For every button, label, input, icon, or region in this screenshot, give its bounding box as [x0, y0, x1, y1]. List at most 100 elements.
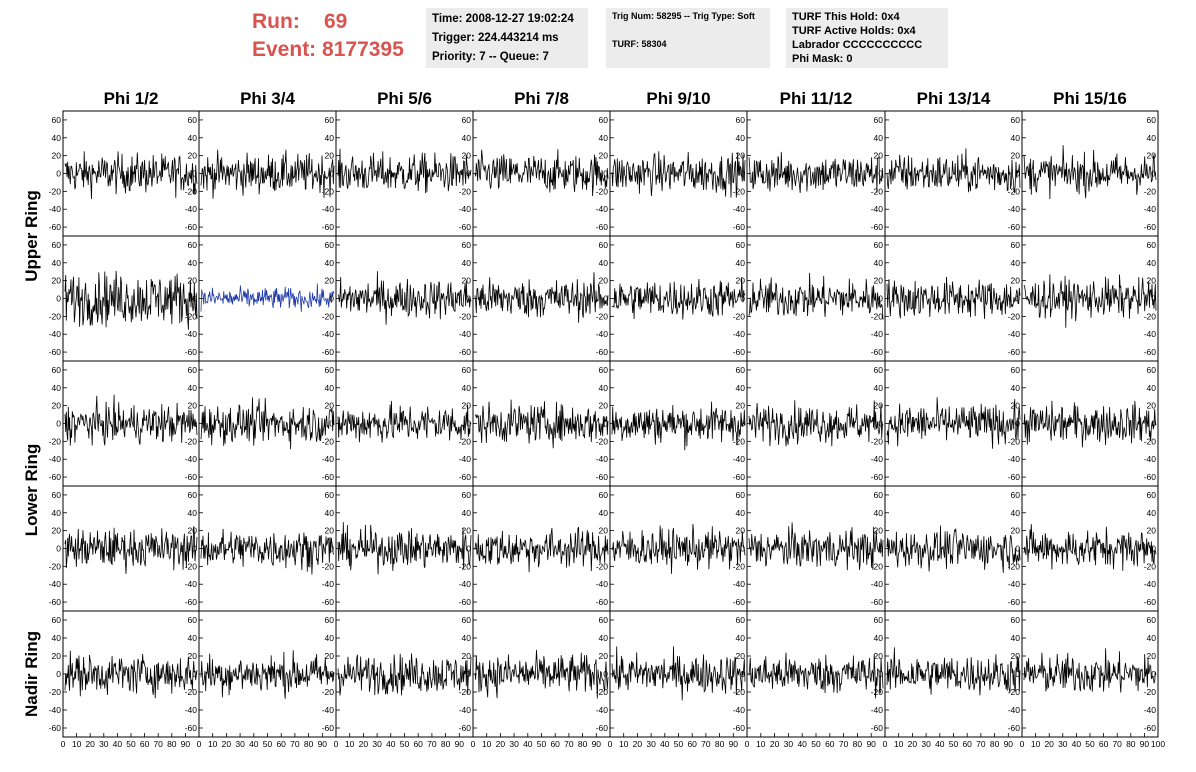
- y-tick-label: 0: [1151, 669, 1156, 679]
- y-tick-label: 40: [462, 133, 472, 143]
- waveform-trace: [200, 283, 335, 312]
- x-tick-label: 100: [1151, 739, 1165, 749]
- x-tick-label: 60: [687, 739, 697, 749]
- y-tick-label: 60: [52, 115, 62, 125]
- y-tick-label: 20: [462, 151, 472, 161]
- y-tick-label: 20: [325, 401, 335, 411]
- y-tick-label: 20: [1147, 276, 1157, 286]
- y-tick-label: 40: [1147, 383, 1157, 393]
- y-tick-label: -60: [459, 472, 472, 482]
- y-tick-label: -60: [1008, 222, 1021, 232]
- y-tick-label: 60: [736, 365, 746, 375]
- waveform-trace: [886, 276, 1021, 320]
- time-text: Time: 2008-12-27 19:02:24: [432, 13, 574, 25]
- y-tick-label: -60: [49, 723, 62, 733]
- y-tick-label: 0: [740, 169, 745, 179]
- y-tick-label: -20: [185, 186, 198, 196]
- y-tick-label: -40: [596, 329, 609, 339]
- y-tick-label: -40: [1144, 579, 1157, 589]
- x-tick-label: 0: [334, 739, 339, 749]
- waveform-trace: [337, 271, 472, 325]
- x-tick-label: 80: [715, 739, 725, 749]
- y-tick-label: -60: [1008, 723, 1021, 733]
- y-tick-label: 40: [188, 383, 198, 393]
- x-tick-label: 30: [99, 739, 109, 749]
- x-tick-label: 10: [619, 739, 629, 749]
- y-tick-label: 60: [188, 615, 198, 625]
- y-tick-label: -40: [733, 454, 746, 464]
- y-tick-label: 0: [603, 544, 608, 554]
- x-tick-label: 90: [1004, 739, 1014, 749]
- y-tick-label: 40: [1011, 133, 1021, 143]
- waveform-trace: [474, 649, 609, 699]
- y-tick-label: -20: [185, 311, 198, 321]
- waveform-panel: [884, 610, 1023, 738]
- x-tick-label: 80: [167, 739, 177, 749]
- y-tick-label: 20: [1011, 276, 1021, 286]
- y-tick-label: 20: [599, 276, 609, 286]
- x-tick-label: 20: [222, 739, 232, 749]
- y-tick-label: 60: [736, 240, 746, 250]
- y-tick-label: 40: [462, 508, 472, 518]
- y-tick-label: -60: [322, 723, 335, 733]
- y-tick-label: -60: [733, 222, 746, 232]
- y-tick-label: 20: [188, 651, 198, 661]
- y-tick-label: 0: [878, 419, 883, 429]
- y-tick-label: -40: [459, 329, 472, 339]
- priority-text: Priority: 7 -- Queue: 7: [432, 51, 549, 63]
- y-tick-label: -60: [596, 222, 609, 232]
- waveform-trace: [337, 522, 472, 575]
- y-tick-label: -60: [1144, 347, 1157, 357]
- y-tick-label: 40: [599, 633, 609, 643]
- waveform-trace: [611, 151, 746, 198]
- y-tick-label: 20: [52, 151, 62, 161]
- x-tick-label: 20: [908, 739, 918, 749]
- y-tick-label: -40: [322, 454, 335, 464]
- x-tick-label: 30: [784, 739, 794, 749]
- x-tick-label: 60: [140, 739, 150, 749]
- y-tick-label: -20: [322, 186, 335, 196]
- waveform-trace: [748, 652, 884, 699]
- y-tick-label: 60: [736, 490, 746, 500]
- y-tick-label: -20: [871, 436, 884, 446]
- y-tick-label: 60: [52, 615, 62, 625]
- y-tick-label: 0: [878, 294, 883, 304]
- y-tick-label: -20: [733, 561, 746, 571]
- y-tick-label: 40: [462, 633, 472, 643]
- x-tick-label: 10: [756, 739, 766, 749]
- y-tick-label: 40: [325, 633, 335, 643]
- event-label: Event:: [252, 38, 317, 61]
- x-tick-label: 70: [153, 739, 163, 749]
- y-tick-label: 40: [52, 508, 62, 518]
- y-tick-label: 60: [1011, 615, 1021, 625]
- y-tick-label: -40: [871, 329, 884, 339]
- y-tick-label: -40: [185, 579, 198, 589]
- y-tick-label: 40: [1011, 508, 1021, 518]
- ring-label: Lower Ring: [22, 444, 41, 537]
- x-tick-label: 10: [1031, 739, 1041, 749]
- x-tick-label: 60: [825, 739, 835, 749]
- waveform-trace: [748, 522, 884, 571]
- y-tick-label: 20: [325, 276, 335, 286]
- waveform-trace: [611, 277, 746, 320]
- y-tick-label: 60: [874, 115, 884, 125]
- waveform-trace: [474, 526, 609, 573]
- y-tick-label: -60: [49, 222, 62, 232]
- y-tick-label: 20: [599, 651, 609, 661]
- y-tick-label: 20: [736, 401, 746, 411]
- x-tick-label: 70: [701, 739, 711, 749]
- x-tick-label: 50: [263, 739, 273, 749]
- waveform-trace: [886, 148, 1021, 193]
- y-tick-label: 0: [329, 544, 334, 554]
- y-tick-label: -60: [185, 597, 198, 607]
- y-tick-label: 20: [874, 526, 884, 536]
- y-tick-label: 60: [599, 240, 609, 250]
- y-tick-label: 60: [874, 490, 884, 500]
- y-tick-label: 40: [52, 383, 62, 393]
- y-tick-label: -60: [733, 347, 746, 357]
- y-tick-label: -40: [1008, 329, 1021, 339]
- y-tick-label: 20: [736, 276, 746, 286]
- y-tick-label: 20: [1147, 151, 1157, 161]
- x-tick-label: 30: [1058, 739, 1068, 749]
- y-tick-label: 20: [1147, 526, 1157, 536]
